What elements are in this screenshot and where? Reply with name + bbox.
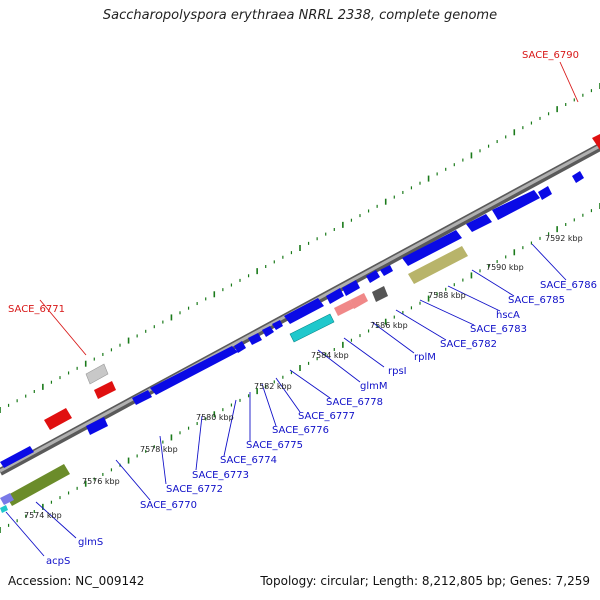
gene-block[interactable] (234, 341, 246, 353)
leader-line (261, 383, 277, 427)
gene-label-SACE_6772[interactable]: SACE_6772 (166, 484, 223, 495)
gene-block[interactable] (342, 280, 360, 296)
gene-label-SACE_6782[interactable]: SACE_6782 (440, 339, 497, 350)
gene-label-SACE_6790[interactable]: SACE_6790 (522, 50, 579, 61)
red-marker-icon[interactable] (592, 134, 600, 150)
gene-label-SACE_6777[interactable]: SACE_6777 (298, 411, 355, 422)
leader-line (343, 337, 385, 368)
tick-label: 7590 kbp (486, 263, 524, 272)
label-leader-lines (5, 61, 579, 557)
pseudogene-feature[interactable] (334, 300, 354, 316)
gene-labels: acpS glmS SACE_6770 SACE_6772 SACE_6773 … (8, 50, 597, 567)
gene-block[interactable] (402, 230, 462, 266)
gene-label-rpsI[interactable]: rpsI (388, 366, 407, 377)
red-feature[interactable] (94, 381, 116, 399)
leader-line (5, 511, 45, 557)
gene-label-hscA[interactable]: hscA (496, 310, 520, 321)
gene-block[interactable] (366, 270, 380, 283)
tick-label: 7580 kbp (196, 413, 234, 422)
gene-label-SACE_6770[interactable]: SACE_6770 (140, 500, 197, 511)
special-features (44, 134, 600, 430)
gene-block[interactable] (248, 333, 262, 345)
trna-feature[interactable] (0, 505, 8, 513)
gene-block[interactable] (0, 493, 14, 505)
gene-label-SACE_6778[interactable]: SACE_6778 (326, 397, 383, 408)
gene-block[interactable] (86, 417, 108, 435)
gene-block[interactable] (572, 171, 584, 183)
leader-line (559, 61, 579, 103)
leader-line (115, 459, 151, 501)
rrna-feature[interactable] (408, 246, 468, 284)
leader-line (275, 377, 301, 413)
gene-block[interactable] (492, 190, 540, 220)
tick-label: 7576 kbp (82, 477, 120, 486)
leader-line (289, 369, 331, 399)
gene-label-SACE_6785[interactable]: SACE_6785 (508, 295, 565, 306)
leader-line (419, 299, 475, 326)
leader-line (223, 399, 237, 457)
gene-block[interactable] (538, 186, 552, 200)
gene-block[interactable] (132, 390, 152, 405)
reverse-strand-features (0, 246, 468, 513)
trna-feature[interactable] (289, 313, 335, 343)
ncrna-feature[interactable] (6, 464, 70, 506)
map-title: Saccharopolyspora erythraea NRRL 2338, c… (102, 8, 498, 23)
leader-line (531, 243, 567, 281)
tick-label: 7588 kbp (428, 291, 466, 300)
tick-label: 7592 kbp (545, 234, 583, 243)
leader-line (447, 285, 501, 312)
gene-label-SACE_6786[interactable]: SACE_6786 (540, 280, 597, 291)
grey-feature[interactable] (372, 286, 388, 302)
leader-line (159, 435, 167, 485)
gene-label-acpS[interactable]: acpS (46, 556, 70, 567)
gene-block[interactable] (326, 288, 344, 304)
gene-label-glmS[interactable]: glmS (78, 537, 103, 548)
gene-block[interactable] (150, 346, 238, 395)
pseudogene-feature[interactable] (350, 293, 368, 309)
gene-block[interactable] (272, 320, 283, 330)
leader-line (395, 309, 447, 341)
tick-labels: 7574 kbp 7576 kbp 7578 kbp 7580 kbp 7582… (24, 234, 583, 520)
red-feature[interactable] (44, 408, 72, 430)
forward-strand-genes (0, 171, 584, 468)
gene-label-glmM[interactable]: glmM (360, 381, 388, 392)
tick-label: 7584 kbp (311, 351, 349, 360)
gene-block[interactable] (284, 298, 324, 324)
leader-line (195, 415, 203, 471)
tick-label: 7578 kbp (140, 445, 178, 454)
dotted-guide-tracks (0, 83, 600, 533)
tick-label: 7586 kbp (370, 321, 408, 330)
gene-block[interactable] (380, 265, 393, 276)
gene-label-SACE_6771[interactable]: SACE_6771 (8, 304, 65, 315)
leader-line (471, 269, 515, 297)
gene-label-SACE_6774[interactable]: SACE_6774 (220, 455, 277, 466)
tick-label: 7582 kbp (254, 382, 292, 391)
gene-label-SACE_6776[interactable]: SACE_6776 (272, 425, 329, 436)
gene-label-SACE_6773[interactable]: SACE_6773 (192, 470, 249, 481)
tick-label: 7574 kbp (24, 511, 62, 520)
leader-line (39, 299, 87, 356)
accession-text: Accession: NC_009142 (8, 574, 145, 588)
gene-label-SACE_6775[interactable]: SACE_6775 (246, 440, 303, 451)
genome-summary-text: Topology: circular; Length: 8,212,805 bp… (260, 574, 590, 588)
gene-block[interactable] (466, 214, 492, 232)
leader-line (371, 321, 415, 354)
leader-line (35, 501, 77, 539)
leader-line (317, 349, 361, 383)
gene-block[interactable] (0, 446, 34, 468)
gene-block[interactable] (262, 326, 274, 337)
gene-label-SACE_6783[interactable]: SACE_6783 (470, 324, 527, 335)
gene-label-rplM[interactable]: rplM (414, 352, 436, 363)
grey-feature[interactable] (85, 363, 109, 385)
